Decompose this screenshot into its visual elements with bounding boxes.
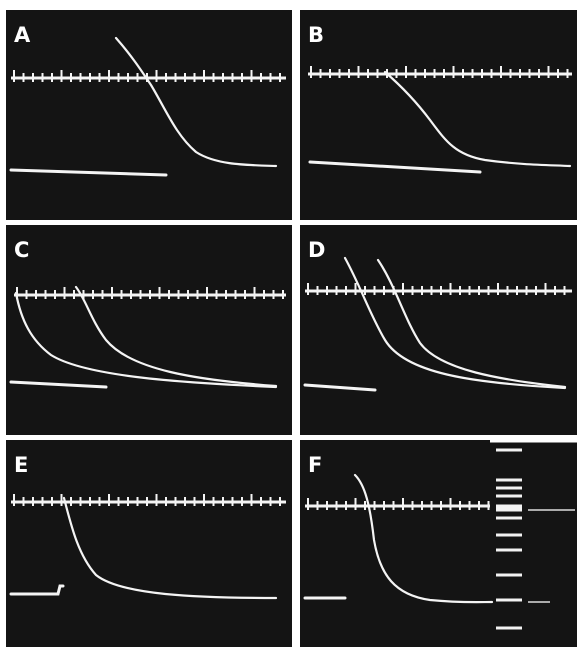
panel: C <box>6 225 292 435</box>
ladder-bar <box>496 626 522 630</box>
ladder-bar <box>496 486 522 490</box>
ladder-bar <box>496 494 522 498</box>
ladder-bar <box>496 504 522 511</box>
panel-label: D <box>308 238 325 262</box>
trace <box>62 496 278 600</box>
ladder-bar <box>496 533 522 537</box>
baseline <box>9 584 65 596</box>
ladder-bar <box>496 508 522 512</box>
baseline <box>9 380 108 389</box>
ladder-bar <box>496 478 522 482</box>
panel-bg <box>300 10 577 220</box>
ladder-bar <box>496 573 522 577</box>
panel-label: B <box>308 23 324 47</box>
panel-bg <box>6 10 292 220</box>
panel-bg <box>300 440 577 647</box>
panel-label: C <box>14 238 29 262</box>
trace <box>114 36 278 168</box>
ladder-bar <box>496 548 522 552</box>
panel: F <box>300 439 577 647</box>
panel-bg <box>6 440 292 647</box>
trace <box>74 285 278 388</box>
panel: B <box>300 10 577 220</box>
ladder-bar <box>496 598 522 602</box>
panel-label: F <box>308 453 322 477</box>
panel: E <box>6 440 292 647</box>
panel-label: A <box>14 23 31 47</box>
calibration-ladder <box>496 448 522 630</box>
panel: A <box>6 10 292 220</box>
panel-label: E <box>14 453 28 477</box>
trace <box>353 473 494 604</box>
baseline <box>303 383 377 392</box>
trace <box>14 291 278 389</box>
baseline <box>9 168 168 177</box>
panel-bg <box>300 225 577 435</box>
panel: D <box>300 225 577 435</box>
ladder-bar <box>496 448 522 452</box>
panel-bg <box>6 225 292 435</box>
trace <box>383 70 572 168</box>
baseline <box>308 160 482 174</box>
ladder-bar <box>496 516 522 520</box>
